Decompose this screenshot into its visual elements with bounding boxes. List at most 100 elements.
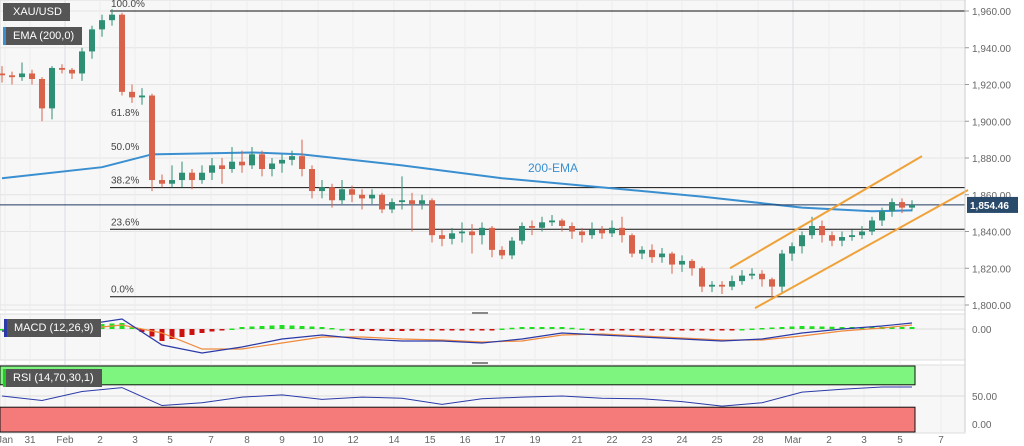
macd-histogram-bar <box>169 329 175 339</box>
macd-panel <box>0 318 965 354</box>
time-tick-label: 9 <box>279 435 285 446</box>
macd-histogram-bar <box>249 326 255 329</box>
macd-histogram-bar <box>399 329 405 331</box>
candle-body <box>839 237 845 241</box>
price-tick-label: 1,920.00 <box>972 81 1011 92</box>
macd-histogram-bar <box>549 327 555 329</box>
price-tick-label: 1,940.00 <box>972 44 1011 55</box>
time-tick-label: 16 <box>459 435 471 446</box>
fib-level-label: 61.8% <box>111 108 139 119</box>
macd-histogram-bar <box>579 328 585 330</box>
macd-histogram-bar <box>699 329 705 331</box>
macd-histogram-bar <box>139 329 145 332</box>
rsi-oversold-zone <box>0 406 916 433</box>
candle-body <box>519 225 525 241</box>
ema-legend[interactable]: EMA (200,0) <box>3 27 83 45</box>
macd-histogram-bar <box>459 329 465 331</box>
macd-histogram-bar <box>829 326 835 329</box>
candle-body <box>439 235 445 239</box>
candle-body <box>389 202 395 210</box>
time-tick-label: 5 <box>167 435 173 446</box>
candle-body <box>179 172 185 181</box>
candle-body <box>99 20 105 30</box>
time-tick-label: Mar <box>784 435 802 446</box>
candle-body <box>729 281 735 287</box>
ema-path <box>1 151 913 213</box>
price-tick-label: 1,840.00 <box>972 228 1011 239</box>
macd-histogram-bar <box>619 329 625 331</box>
candle-body <box>289 156 295 160</box>
macd-histogram-bar <box>529 327 535 329</box>
macd-histogram-bar <box>409 329 415 331</box>
time-tick-label: 8 <box>244 435 250 446</box>
fib-level-label: 100.0% <box>111 0 145 10</box>
candle-body <box>579 231 585 236</box>
candle-body <box>259 154 265 170</box>
candle-body <box>689 260 695 269</box>
candle-body <box>0 73 5 76</box>
candle-body <box>399 200 405 203</box>
price-tick-label: 1,880.00 <box>972 154 1011 165</box>
price-tick-label: 1,860.00 <box>972 191 1011 202</box>
candle-body <box>369 194 375 199</box>
candle-body <box>479 227 485 236</box>
macd-histogram-bar <box>659 329 665 331</box>
candle-body <box>309 169 315 192</box>
macd-histogram-bar <box>369 329 375 331</box>
time-tick-label: 14 <box>388 435 400 446</box>
ascending-channel[interactable] <box>729 155 969 309</box>
candle-body <box>669 253 675 265</box>
candle-body <box>539 222 545 228</box>
candle-body <box>39 78 45 109</box>
macd-histogram-bar <box>759 328 765 330</box>
macd-histogram-bar <box>769 327 775 329</box>
macd-histogram-bar <box>449 329 455 331</box>
macd-histogram-bar <box>319 327 325 329</box>
time-tick-label: 2 <box>826 435 832 446</box>
macd-histogram-bar <box>299 326 305 329</box>
candle-body <box>219 165 225 170</box>
candle-body <box>189 172 195 181</box>
candle-body <box>799 235 805 247</box>
macd-line <box>1 318 913 354</box>
macd-histogram-bar <box>599 329 605 331</box>
time-tick-label: 19 <box>529 435 541 446</box>
candle-body <box>889 202 895 212</box>
macd-histogram-bar <box>739 329 745 331</box>
time-tick-label: 15 <box>424 435 436 446</box>
macd-histogram-bar <box>389 329 395 331</box>
macd-histogram-bar <box>309 326 315 329</box>
candle-body <box>629 235 635 254</box>
time-tick-label: 28 <box>752 435 764 446</box>
macd-histogram-bar <box>339 329 345 331</box>
candle-body <box>359 194 365 199</box>
ema-color-swatch <box>3 27 6 45</box>
symbol-label[interactable]: XAU/USD <box>3 3 70 21</box>
candle-body <box>659 253 665 258</box>
macd-histogram-bar <box>639 329 645 331</box>
candle-body <box>229 161 235 170</box>
macd-histogram-bar <box>289 325 295 329</box>
symbol-text: XAU/USD <box>13 6 62 18</box>
candle-body <box>809 225 815 236</box>
channel-lower-line <box>754 189 969 309</box>
macd-legend[interactable]: MACD (12,26,9) <box>4 319 102 337</box>
time-tick-label: 22 <box>606 435 618 446</box>
macd-histogram-bar <box>349 329 355 331</box>
candle-body <box>339 189 345 201</box>
macd-histogram-bar <box>159 329 165 341</box>
candle-body <box>199 172 205 181</box>
candle-body <box>449 233 455 239</box>
candle-body <box>409 200 415 204</box>
candle-body <box>789 246 795 254</box>
time-tick-label: 25 <box>711 435 723 446</box>
time-tick-label: 31 <box>24 435 36 446</box>
candle-body <box>649 249 655 258</box>
ema-annotation: 200-EMA <box>528 161 578 175</box>
rsi-legend[interactable]: RSI (14,70,30,1) <box>3 369 102 387</box>
fib-level-label: 50.0% <box>111 142 139 153</box>
candle-body <box>819 225 825 236</box>
candle-body <box>49 67 55 109</box>
